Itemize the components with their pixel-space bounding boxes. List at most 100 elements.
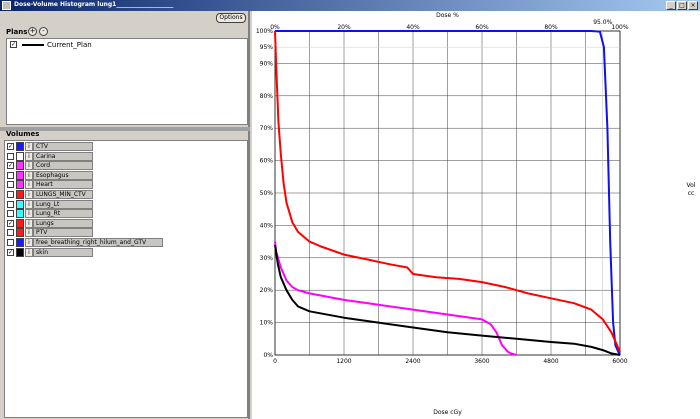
volume-name: Cord [33, 161, 93, 171]
window-title: Dose-Volume Histogram lung1_____________… [14, 1, 174, 8]
volume-checkbox[interactable] [7, 239, 14, 246]
volume-info-button[interactable]: i [25, 180, 33, 190]
volume-color-swatch[interactable] [16, 161, 24, 171]
title-bar: Dose-Volume Histogram lung1_____________… [0, 0, 700, 11]
volume-color-swatch[interactable] [16, 228, 24, 238]
volume-checkbox[interactable] [7, 210, 14, 218]
volume-checkbox[interactable] [7, 171, 14, 179]
top-tick-label: 80% [544, 24, 558, 31]
volume-row[interactable]: ✓ i Lungs [5, 218, 115, 228]
volume-color-swatch[interactable] [16, 142, 24, 151]
volume-checkbox[interactable] [7, 229, 14, 237]
dvh-curve [275, 30, 621, 356]
volume-name: Lung_Rt [33, 209, 93, 219]
dvh-curve [274, 30, 621, 353]
volume-checkbox[interactable]: ✓ [7, 143, 14, 150]
y-tick-label: 70% [260, 125, 274, 132]
volume-row[interactable]: i Lung_Lt [5, 199, 115, 209]
volume-info-button[interactable]: i [25, 209, 33, 219]
volume-info-button[interactable]: i [25, 247, 33, 257]
top-tick-label: 0% [270, 24, 280, 31]
dvh-chart: 0 1200 2400 3600 4800 6000 Dose cGy 0% 20% 40% 60%… [256, 12, 696, 416]
app-icon [2, 1, 11, 10]
volume-name: Lungs [33, 218, 93, 228]
y-tick-label: 60% [260, 158, 274, 165]
volume-info-button[interactable]: i [25, 190, 33, 199]
volume-info-button[interactable]: i [25, 218, 33, 228]
volume-row[interactable]: i PTV [5, 228, 115, 238]
y-tick-label: 30% [260, 255, 274, 262]
volume-row[interactable]: ✓ i Cord [5, 161, 115, 171]
add-plan-button[interactable]: + [28, 27, 37, 36]
volume-list: ✓ i CTV i Carina ✓ i Cord i Esophagus i Heart i LUNGS… [4, 140, 248, 418]
x-tick-label: 2400 [405, 358, 420, 365]
top-tick-label: 20% [337, 24, 351, 31]
volume-color-swatch[interactable] [16, 199, 24, 209]
panel-splitter[interactable] [0, 127, 250, 131]
volume-row[interactable]: i Lung_Rt [5, 209, 115, 219]
x-tick-label: 4800 [543, 358, 558, 365]
volume-row[interactable]: i Esophagus [5, 170, 115, 180]
x-tick-label: 3600 [474, 358, 489, 365]
close-button[interactable]: × [688, 1, 698, 10]
plan-line-swatch [22, 44, 44, 46]
volume-checkbox[interactable] [7, 191, 14, 198]
volume-name: Heart [33, 180, 93, 190]
volume-info-button[interactable]: i [25, 142, 33, 151]
dvh-curve [274, 241, 517, 356]
volume-color-swatch[interactable] [16, 218, 24, 228]
volume-name: LUNGS_MIN_CTV [33, 190, 93, 199]
dvh-plot-panel: 0 1200 2400 3600 4800 6000 Dose cGy 0% 20% 40% 60%… [252, 11, 700, 419]
top-tick-label: 40% [406, 24, 420, 31]
volume-info-button[interactable]: i [25, 228, 33, 238]
volume-95-marker-label: 95% [260, 44, 274, 51]
volume-checkbox[interactable] [7, 200, 14, 208]
y-tick-label: 10% [260, 320, 274, 327]
volume-info-button[interactable]: i [25, 161, 33, 171]
y-tick-label: 50% [260, 190, 274, 197]
y-tick-label: 40% [260, 222, 274, 229]
top-axis-label: Dose % [436, 12, 459, 19]
volume-info-button[interactable]: i [25, 151, 33, 161]
volume-row[interactable]: ✓ i skin [5, 247, 115, 257]
volume-info-button[interactable]: i [25, 199, 33, 209]
volume-checkbox[interactable]: ✓ [7, 162, 14, 170]
volume-checkbox[interactable] [7, 181, 14, 189]
options-button[interactable]: Options [216, 13, 246, 23]
plan-checkbox[interactable]: ✓ [10, 41, 17, 48]
volume-name: free_breathing_right_hilum_and_GTV [33, 238, 163, 247]
plan-label[interactable]: Current_Plan [47, 41, 92, 49]
dvh-curve [274, 244, 621, 356]
volume-color-swatch[interactable] [16, 170, 24, 180]
maximize-button[interactable]: □ [677, 1, 687, 10]
volume-color-swatch[interactable] [16, 209, 24, 219]
volume-row[interactable]: i LUNGS_MIN_CTV [5, 190, 115, 199]
volume-row[interactable]: ✓ i CTV [5, 142, 115, 151]
volume-color-swatch[interactable] [16, 238, 24, 247]
plan-list: ✓ Current_Plan [6, 38, 248, 125]
plans-title: Plans [6, 28, 28, 36]
volume-info-button[interactable]: i [25, 238, 33, 247]
volume-checkbox[interactable]: ✓ [7, 248, 14, 256]
top-tick-label: 60% [475, 24, 489, 31]
volume-row[interactable]: i free_breathing_right_hilum_and_GTV [5, 238, 163, 247]
x-tick-label: 0 [273, 358, 277, 365]
y-axis-unit-label: cc [688, 190, 695, 197]
remove-plan-button[interactable]: - [39, 27, 48, 36]
volume-name: Esophagus [33, 170, 93, 180]
y-tick-label: 90% [260, 60, 274, 67]
left-panel: Options Plans + - ✓ Current_Plan Volumes… [0, 11, 250, 419]
volume-row[interactable]: i Heart [5, 180, 115, 190]
y-tick-label: 100% [256, 28, 273, 35]
y-axis-label: Vol [687, 182, 696, 189]
volume-color-swatch[interactable] [16, 247, 24, 257]
volume-checkbox[interactable]: ✓ [7, 219, 14, 227]
volume-color-swatch[interactable] [16, 180, 24, 190]
volume-row[interactable]: i Carina [5, 151, 115, 161]
volume-color-swatch[interactable] [16, 190, 24, 199]
y-tick-label: 0% [263, 352, 273, 359]
volume-info-button[interactable]: i [25, 170, 33, 180]
volume-color-swatch[interactable] [16, 151, 24, 161]
minimize-button[interactable]: _ [666, 1, 676, 10]
volume-checkbox[interactable] [7, 152, 14, 160]
